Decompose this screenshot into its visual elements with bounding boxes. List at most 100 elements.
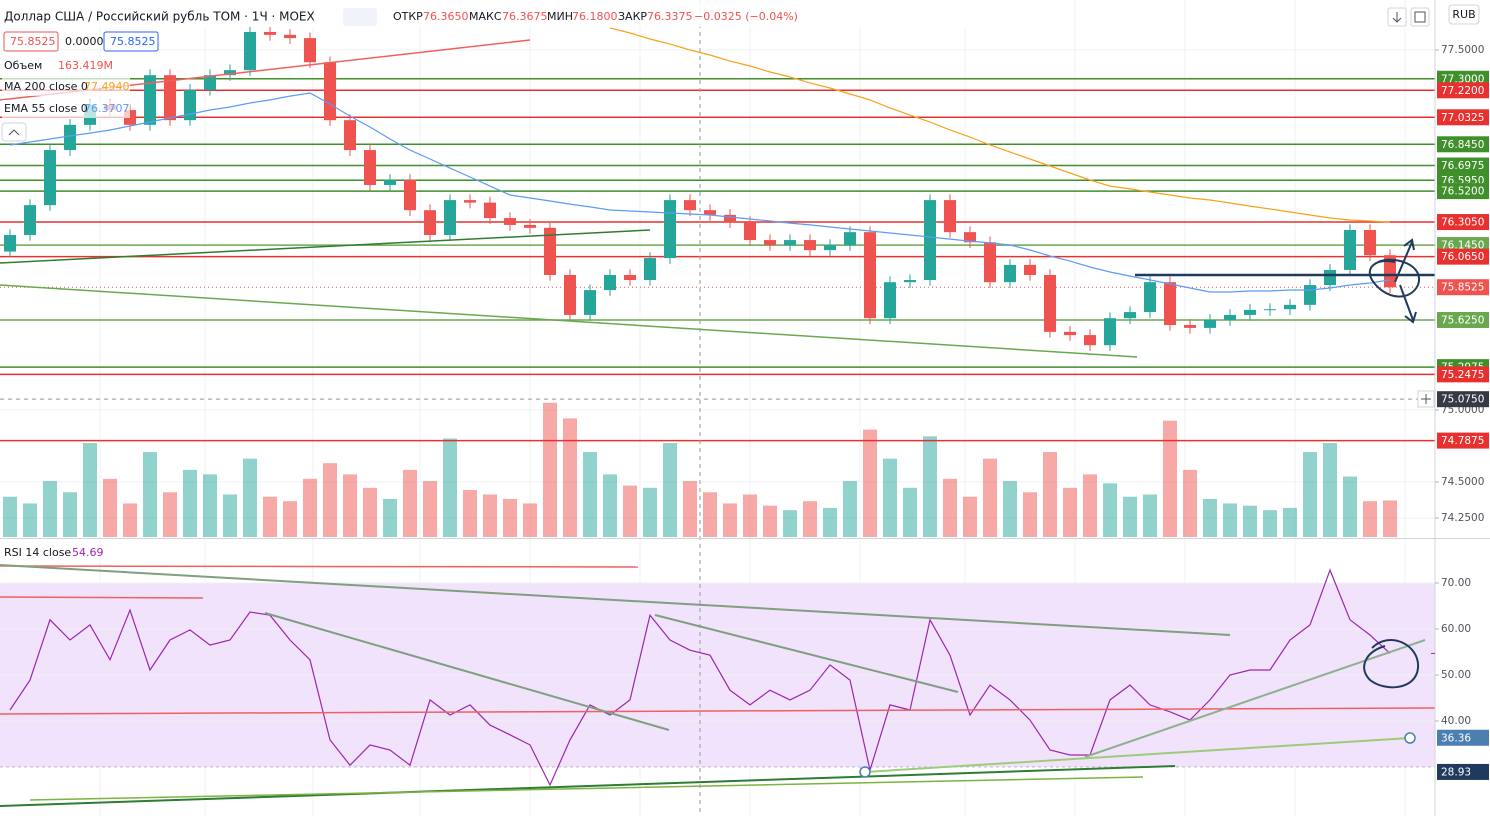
collapse-button[interactable] [1, 122, 27, 142]
candle-body [1244, 309, 1256, 315]
candle-body [664, 200, 676, 259]
candle-body [964, 232, 976, 243]
collapse-icon [8, 129, 20, 136]
candle-body [1364, 229, 1376, 256]
y-tick-label: 60.00 [1441, 623, 1471, 635]
legend-row-bg [2, 100, 130, 118]
volume-bar [263, 496, 277, 537]
maximize-button[interactable] [1410, 7, 1430, 27]
candle-body [684, 200, 696, 211]
volume-bar [883, 458, 897, 537]
volume-bar [703, 492, 717, 537]
candle-body [1284, 304, 1296, 310]
trend-line [0, 765, 1176, 807]
candle-body [1264, 309, 1276, 311]
candle-body [1104, 318, 1116, 346]
level-label: 75.6250 [1441, 314, 1484, 326]
volume-bar [723, 503, 737, 537]
quote: 75.8525 [110, 35, 156, 48]
level-label-box [1437, 432, 1489, 449]
legend-name: Объем [4, 59, 42, 72]
currency-box[interactable] [1448, 4, 1480, 25]
candles-layer [4, 26, 1396, 787]
anchor [1404, 732, 1416, 744]
candle-body [564, 274, 576, 315]
volume-bar [1323, 443, 1337, 537]
scroll-icon [1392, 12, 1402, 23]
level-label: 75.2475 [1441, 369, 1484, 381]
levels-layer [0, 78, 1435, 442]
candle-body [924, 200, 936, 281]
quote-box[interactable] [103, 31, 159, 52]
candle-body [164, 75, 176, 121]
volume-bar [143, 451, 157, 537]
volume-bar [103, 478, 117, 537]
level-label: 74.7875 [1441, 435, 1484, 447]
volume-bar [283, 501, 297, 537]
y-tick-label: 74.5000 [1441, 476, 1484, 488]
candle-body [704, 210, 716, 215]
candle-body [844, 232, 856, 246]
volume-bar [1363, 501, 1377, 537]
volume-bar [923, 436, 937, 537]
trend-line [29, 776, 1144, 801]
candle-body [344, 120, 356, 151]
candle-body [544, 227, 556, 275]
candle-body [1004, 264, 1016, 283]
level-label: 77.2200 [1441, 85, 1484, 97]
volume-bar [423, 481, 437, 537]
trend-line [264, 612, 670, 731]
scale-background [1435, 0, 1490, 816]
legend-value: 163.419M [58, 59, 113, 72]
volume-bar [603, 474, 617, 537]
trend-line [1084, 639, 1426, 758]
candle-body [1084, 335, 1096, 346]
candle-body [1344, 229, 1356, 270]
ohlc-label: МИН [547, 10, 573, 23]
candle-body [444, 200, 456, 236]
y-tick-label: 70.00 [1441, 577, 1471, 589]
trend-line [0, 229, 651, 264]
legend-value: 54.69 [72, 546, 104, 559]
volume-bar [523, 503, 537, 537]
background-layer [0, 0, 1435, 816]
volume-bar [1243, 505, 1257, 537]
volume-bar [683, 481, 697, 537]
volume-bar [563, 418, 577, 537]
volume-bar [43, 481, 57, 537]
crosshair-label-box [1437, 391, 1489, 408]
level-label: 77.0325 [1441, 112, 1484, 124]
level-label: 76.3050 [1441, 217, 1484, 229]
toggle-button[interactable] [343, 8, 377, 26]
candle-body [724, 214, 736, 223]
candle-body [1204, 319, 1216, 328]
volume-bar [383, 498, 397, 537]
legend-row-bg [2, 57, 130, 75]
volume-bar [863, 429, 877, 537]
level-label: 76.5200 [1441, 186, 1484, 198]
volume-bar [243, 458, 257, 537]
volume-bar [1063, 487, 1077, 537]
trend-value-label: 28.93 [1441, 766, 1471, 778]
legend: Доллар США / Российский рубль TOM · 1Ч ·… [1, 4, 1480, 559]
volume-layer [3, 402, 1397, 537]
candle-body [264, 31, 276, 35]
ohlc-label: ОТКР [393, 10, 423, 23]
level-label: 76.6975 [1441, 160, 1484, 172]
trend-line [0, 707, 1436, 715]
legend-name: EMA 55 close 0 [4, 102, 88, 115]
quote: 0.0000 [65, 35, 104, 48]
candle-body [824, 245, 836, 251]
candle-body [364, 150, 376, 185]
volume-bar [543, 402, 557, 537]
candle-body [64, 124, 76, 151]
volume-bar [1003, 481, 1017, 537]
candle-body [784, 240, 796, 246]
volume-bar [323, 463, 337, 537]
volume-bar [1343, 476, 1357, 537]
quote-box[interactable] [3, 31, 59, 52]
quote: 75.8525 [10, 35, 56, 48]
candle-body [1124, 312, 1136, 319]
